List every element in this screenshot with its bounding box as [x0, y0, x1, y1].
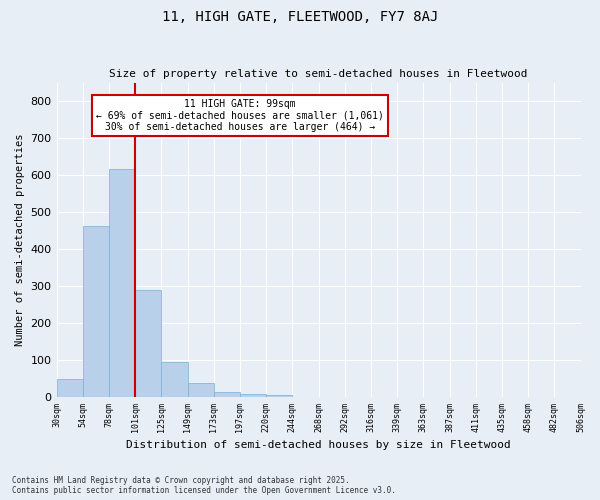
Bar — [161, 362, 188, 397]
Text: 11, HIGH GATE, FLEETWOOD, FY7 8AJ: 11, HIGH GATE, FLEETWOOD, FY7 8AJ — [162, 10, 438, 24]
Bar — [109, 168, 135, 397]
Bar — [266, 395, 292, 397]
Bar — [240, 394, 266, 397]
Bar — [135, 290, 161, 397]
Text: Contains HM Land Registry data © Crown copyright and database right 2025.
Contai: Contains HM Land Registry data © Crown c… — [12, 476, 396, 495]
Bar — [56, 380, 83, 397]
Bar — [188, 383, 214, 397]
Bar — [83, 226, 109, 397]
Y-axis label: Number of semi-detached properties: Number of semi-detached properties — [15, 134, 25, 346]
Title: Size of property relative to semi-detached houses in Fleetwood: Size of property relative to semi-detach… — [109, 69, 528, 79]
Text: 11 HIGH GATE: 99sqm
← 69% of semi-detached houses are smaller (1,061)
30% of sem: 11 HIGH GATE: 99sqm ← 69% of semi-detach… — [96, 99, 384, 132]
X-axis label: Distribution of semi-detached houses by size in Fleetwood: Distribution of semi-detached houses by … — [126, 440, 511, 450]
Bar — [214, 392, 240, 397]
